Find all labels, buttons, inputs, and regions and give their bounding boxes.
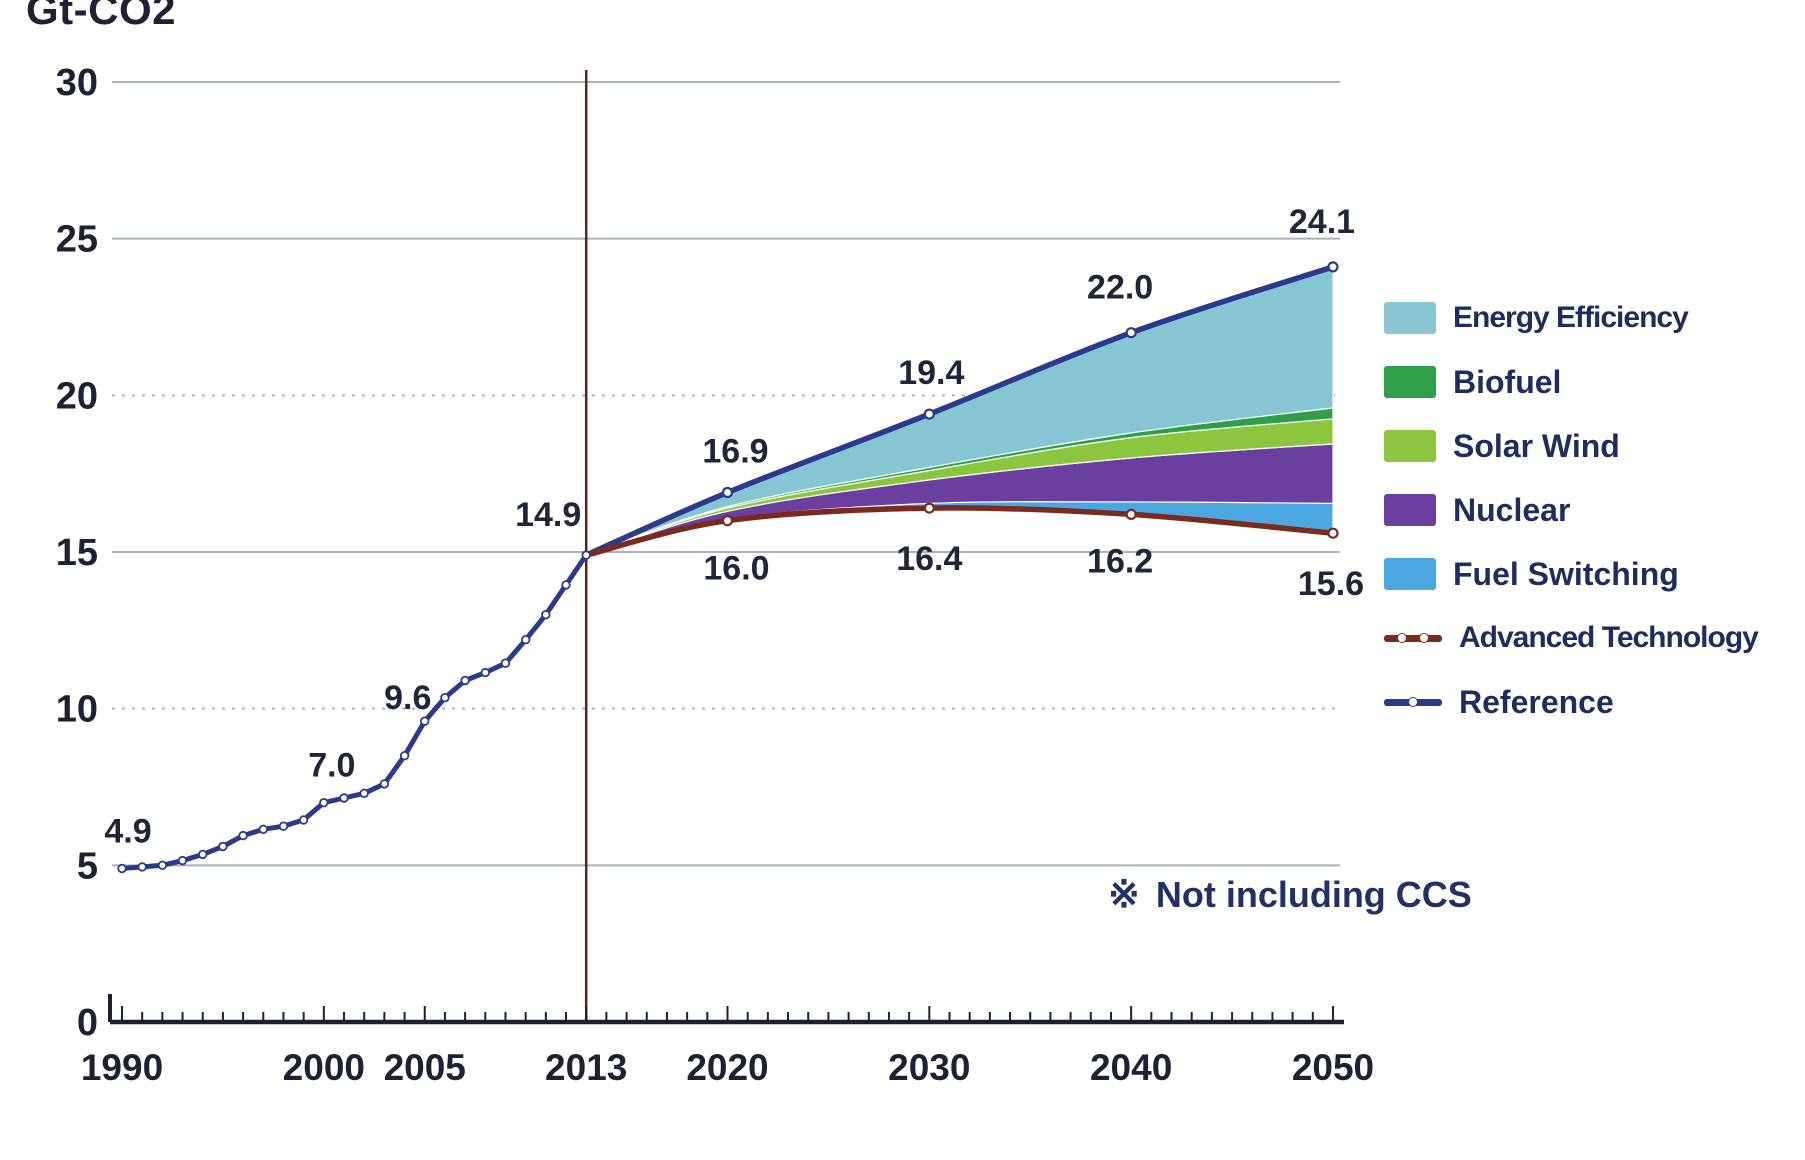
historical-marker bbox=[500, 658, 511, 668]
reference-marker bbox=[1125, 327, 1137, 339]
reference-value-label: 16.9 bbox=[702, 432, 768, 470]
legend: Energy Efficiency Biofuel Solar Wind Nuclea… bbox=[1384, 286, 1759, 734]
y-tick-label: 5 bbox=[77, 845, 98, 887]
advanced-technology-marker bbox=[721, 515, 734, 527]
historical-marker bbox=[218, 841, 228, 852]
x-tick-label: 2000 bbox=[283, 1047, 365, 1088]
y-tick-label: 30 bbox=[56, 62, 98, 104]
advanced-technology-swatch-icon bbox=[1384, 621, 1442, 655]
advanced-technology-marker bbox=[923, 502, 935, 514]
legend-label: Fuel Switching bbox=[1453, 555, 1679, 592]
y-tick-label: 25 bbox=[56, 219, 98, 261]
historical-marker bbox=[541, 610, 551, 620]
legend-label: Reference bbox=[1459, 683, 1614, 720]
legend-label: Biofuel bbox=[1453, 363, 1562, 400]
y-tick-label: 10 bbox=[56, 689, 98, 731]
historical-marker bbox=[521, 635, 531, 645]
legend-item-biofuel: Biofuel bbox=[1384, 350, 1758, 414]
y-tick-label: 20 bbox=[56, 375, 98, 417]
advanced-technology-value-label: 16.4 bbox=[896, 540, 962, 578]
biofuel-swatch-icon bbox=[1384, 366, 1436, 398]
historical-marker bbox=[480, 667, 490, 678]
historical-line bbox=[119, 552, 589, 871]
historical-marker bbox=[359, 788, 369, 798]
historical-marker bbox=[197, 849, 208, 860]
legend-item-solar-wind: Solar Wind bbox=[1384, 414, 1758, 478]
historical-marker bbox=[137, 862, 147, 872]
reference-marker bbox=[1327, 261, 1339, 273]
y-tick-label: 0 bbox=[77, 1002, 98, 1044]
advanced-technology-value-label: 16.2 bbox=[1087, 542, 1153, 580]
historical-marker bbox=[420, 716, 430, 726]
note-text: Not including CCS bbox=[1155, 873, 1472, 915]
legend-item-nuclear: Nuclear bbox=[1384, 478, 1758, 542]
reference-value-label: 19.4 bbox=[898, 354, 964, 392]
legend-item-advanced-technology: Advanced Technology bbox=[1384, 606, 1759, 670]
solar-wind-swatch-icon bbox=[1384, 430, 1436, 462]
legend-label: Nuclear bbox=[1453, 491, 1571, 528]
nuclear-swatch-icon bbox=[1384, 494, 1436, 526]
reference-value-label: 9.6 bbox=[384, 679, 431, 717]
y-tick-label: 15 bbox=[56, 532, 98, 574]
historical-marker bbox=[339, 793, 349, 803]
reference-marker bbox=[721, 486, 734, 499]
reference-swatch-icon bbox=[1384, 685, 1442, 719]
legend-item-energy-efficiency: Energy Efficiency bbox=[1384, 286, 1758, 350]
historical-marker bbox=[157, 860, 168, 870]
advanced-technology-value-label: 15.6 bbox=[1298, 565, 1364, 603]
x-tick-label: 2040 bbox=[1090, 1047, 1172, 1088]
historical-marker bbox=[561, 580, 571, 590]
reference-value-label: 7.0 bbox=[308, 747, 355, 785]
historical-marker bbox=[440, 693, 450, 703]
reference-mark-icon: ※ bbox=[1108, 874, 1140, 916]
reference-value-label: 4.9 bbox=[104, 812, 151, 850]
x-tick-label: 2013 bbox=[545, 1047, 627, 1088]
line-marker-dot-icon bbox=[1408, 697, 1418, 707]
legend-item-fuel-switching: Fuel Switching bbox=[1384, 542, 1758, 606]
historical-marker bbox=[238, 830, 248, 841]
historical-marker bbox=[460, 675, 470, 686]
reference-marker bbox=[923, 408, 935, 420]
advanced-technology-value-label: 16.0 bbox=[703, 550, 769, 588]
historical-marker bbox=[177, 855, 188, 866]
historical-marker bbox=[399, 751, 410, 761]
energy-efficiency-swatch-icon bbox=[1384, 302, 1436, 334]
reference-value-label: 22.0 bbox=[1087, 269, 1153, 307]
line-marker-dot-icon bbox=[1419, 633, 1430, 643]
legend-label: Solar Wind bbox=[1453, 427, 1620, 464]
historical-marker bbox=[258, 824, 268, 834]
reference-value-label: 24.1 bbox=[1289, 203, 1355, 241]
historical-marker bbox=[278, 821, 289, 831]
historical-marker bbox=[319, 798, 329, 808]
x-tick-label: 2020 bbox=[686, 1047, 768, 1088]
fuel-switching-swatch-icon bbox=[1384, 558, 1436, 590]
x-tick-label: 1990 bbox=[81, 1047, 163, 1088]
advanced-technology-marker bbox=[1327, 527, 1339, 539]
historical-marker bbox=[581, 550, 591, 560]
historical-marker bbox=[298, 815, 309, 825]
y-axis-unit-label: Gt-CO2 bbox=[26, 0, 176, 33]
legend-item-reference: Reference bbox=[1384, 670, 1758, 734]
legend-label: Energy Efficiency bbox=[1453, 301, 1689, 334]
line-marker-dot-icon bbox=[1396, 633, 1407, 643]
note-not-including-ccs: ※ Not including CCS bbox=[1108, 872, 1472, 917]
x-tick-label: 2050 bbox=[1292, 1047, 1374, 1088]
x-tick-label: 2030 bbox=[888, 1047, 970, 1088]
reference-value-label: 14.9 bbox=[515, 496, 581, 534]
legend-label: Advanced Technology bbox=[1459, 621, 1759, 654]
advanced-technology-marker bbox=[1125, 508, 1137, 521]
historical-marker bbox=[379, 779, 390, 789]
historical-marker bbox=[117, 863, 127, 874]
x-tick-label: 2005 bbox=[384, 1047, 466, 1088]
